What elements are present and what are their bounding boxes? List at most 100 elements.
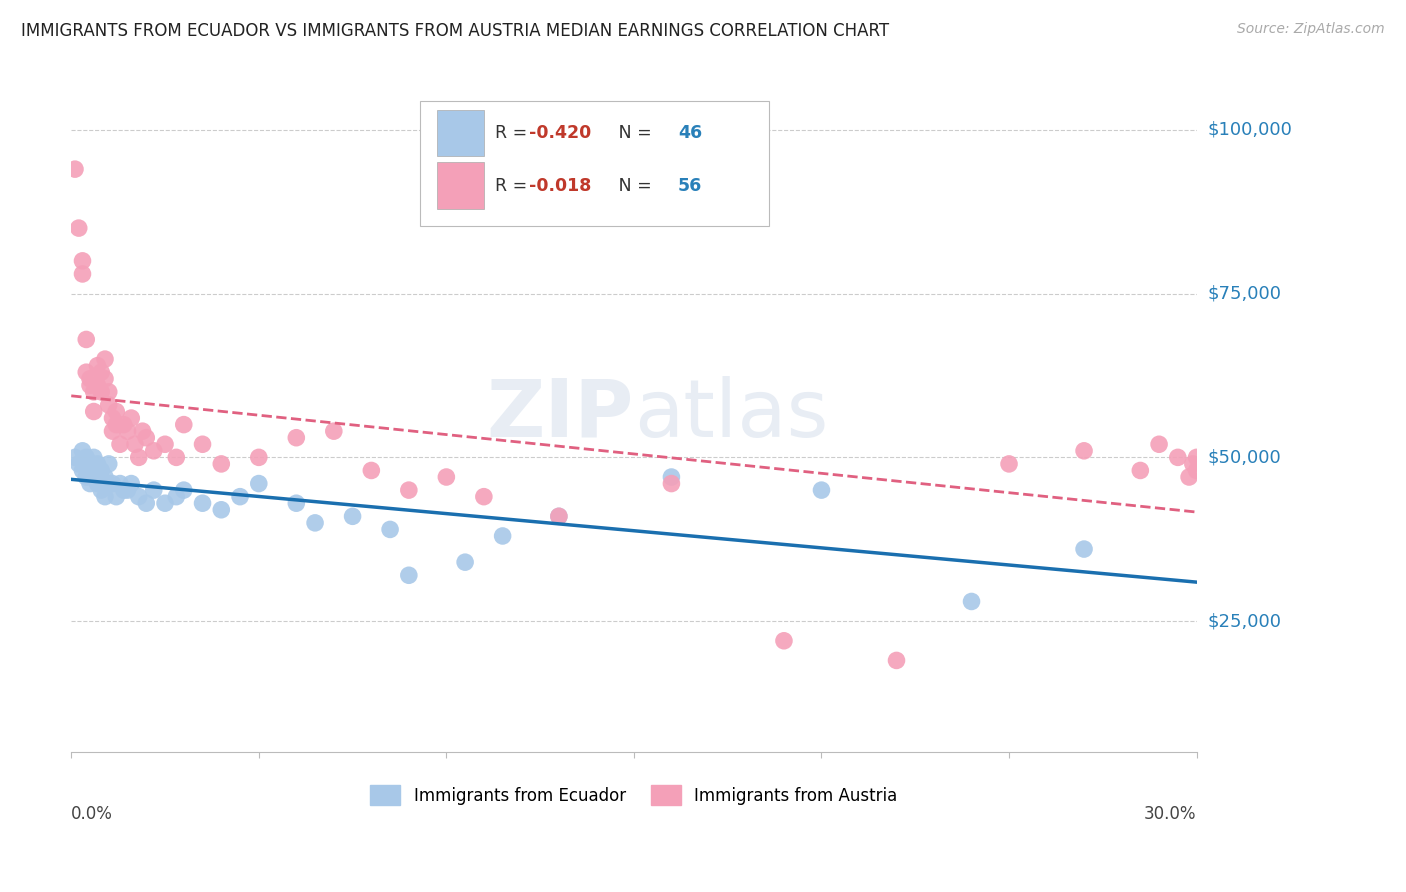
Point xyxy=(165,450,187,465)
FancyBboxPatch shape xyxy=(437,162,484,209)
Text: R =: R = xyxy=(495,177,533,194)
Point xyxy=(79,476,101,491)
Point xyxy=(886,653,908,667)
Point xyxy=(773,633,796,648)
Point xyxy=(83,470,105,484)
Text: $75,000: $75,000 xyxy=(1208,285,1282,302)
Point xyxy=(661,470,683,484)
Text: 56: 56 xyxy=(678,177,702,194)
Text: 30.0%: 30.0% xyxy=(1144,805,1197,822)
Point xyxy=(1073,443,1095,458)
Text: N =: N = xyxy=(602,124,658,142)
Point xyxy=(112,483,135,497)
Point xyxy=(153,496,176,510)
Point xyxy=(135,496,157,510)
Point xyxy=(322,424,344,438)
Text: $50,000: $50,000 xyxy=(1208,449,1281,467)
Point xyxy=(131,424,153,438)
Point xyxy=(117,424,139,438)
Point xyxy=(360,463,382,477)
Text: -0.420: -0.420 xyxy=(529,124,592,142)
Point xyxy=(101,476,124,491)
Point xyxy=(75,470,97,484)
Point xyxy=(548,509,571,524)
Point xyxy=(1178,470,1201,484)
Text: Source: ZipAtlas.com: Source: ZipAtlas.com xyxy=(1237,22,1385,37)
Point xyxy=(86,378,108,392)
Point xyxy=(94,372,117,386)
Point xyxy=(142,483,165,497)
Point xyxy=(108,437,131,451)
Point xyxy=(94,490,117,504)
Point xyxy=(120,476,142,491)
Point xyxy=(86,359,108,373)
Point xyxy=(229,490,252,504)
Point xyxy=(97,457,120,471)
Point xyxy=(75,450,97,465)
Point xyxy=(67,221,90,235)
Point xyxy=(94,352,117,367)
Point xyxy=(209,457,232,471)
Point xyxy=(998,457,1021,471)
Point xyxy=(342,509,364,524)
Point xyxy=(105,490,128,504)
Point xyxy=(79,457,101,471)
Point xyxy=(191,496,214,510)
Point xyxy=(434,470,457,484)
Point xyxy=(1181,457,1204,471)
Point xyxy=(661,476,683,491)
Point xyxy=(94,470,117,484)
Point xyxy=(454,555,477,569)
Point xyxy=(97,398,120,412)
Point xyxy=(285,496,308,510)
Point xyxy=(548,509,571,524)
Point xyxy=(63,162,86,177)
Point xyxy=(247,450,270,465)
Text: atlas: atlas xyxy=(634,376,828,454)
Point xyxy=(117,483,139,497)
Point xyxy=(75,365,97,379)
Text: IMMIGRANTS FROM ECUADOR VS IMMIGRANTS FROM AUSTRIA MEDIAN EARNINGS CORRELATION C: IMMIGRANTS FROM ECUADOR VS IMMIGRANTS FR… xyxy=(21,22,889,40)
Point xyxy=(153,437,176,451)
Legend: Immigrants from Ecuador, Immigrants from Austria: Immigrants from Ecuador, Immigrants from… xyxy=(364,779,904,811)
Text: $25,000: $25,000 xyxy=(1208,612,1282,630)
Point xyxy=(124,437,146,451)
Point xyxy=(108,476,131,491)
Point xyxy=(1129,463,1152,477)
Point xyxy=(173,483,195,497)
Point xyxy=(101,411,124,425)
Point xyxy=(83,384,105,399)
Point xyxy=(960,594,983,608)
Point xyxy=(72,443,94,458)
Point xyxy=(90,463,112,477)
Point xyxy=(304,516,326,530)
Point xyxy=(472,490,495,504)
Point xyxy=(128,490,150,504)
Point xyxy=(1167,450,1189,465)
Text: N =: N = xyxy=(602,177,658,194)
Point xyxy=(105,417,128,432)
Point xyxy=(83,450,105,465)
Point xyxy=(1073,542,1095,557)
FancyBboxPatch shape xyxy=(420,101,769,226)
Point xyxy=(1185,463,1208,477)
Text: 46: 46 xyxy=(678,124,702,142)
Point xyxy=(128,450,150,465)
Point xyxy=(86,457,108,471)
FancyBboxPatch shape xyxy=(437,110,484,156)
Point xyxy=(90,365,112,379)
Point xyxy=(142,443,165,458)
Text: $100,000: $100,000 xyxy=(1208,120,1292,139)
Text: -0.018: -0.018 xyxy=(529,177,592,194)
Point xyxy=(86,476,108,491)
Point xyxy=(97,384,120,399)
Point xyxy=(72,463,94,477)
Point xyxy=(135,431,157,445)
Point xyxy=(810,483,832,497)
Point xyxy=(79,378,101,392)
Point xyxy=(97,476,120,491)
Text: 0.0%: 0.0% xyxy=(72,805,112,822)
Point xyxy=(165,490,187,504)
Text: ZIP: ZIP xyxy=(486,376,634,454)
Point xyxy=(247,476,270,491)
